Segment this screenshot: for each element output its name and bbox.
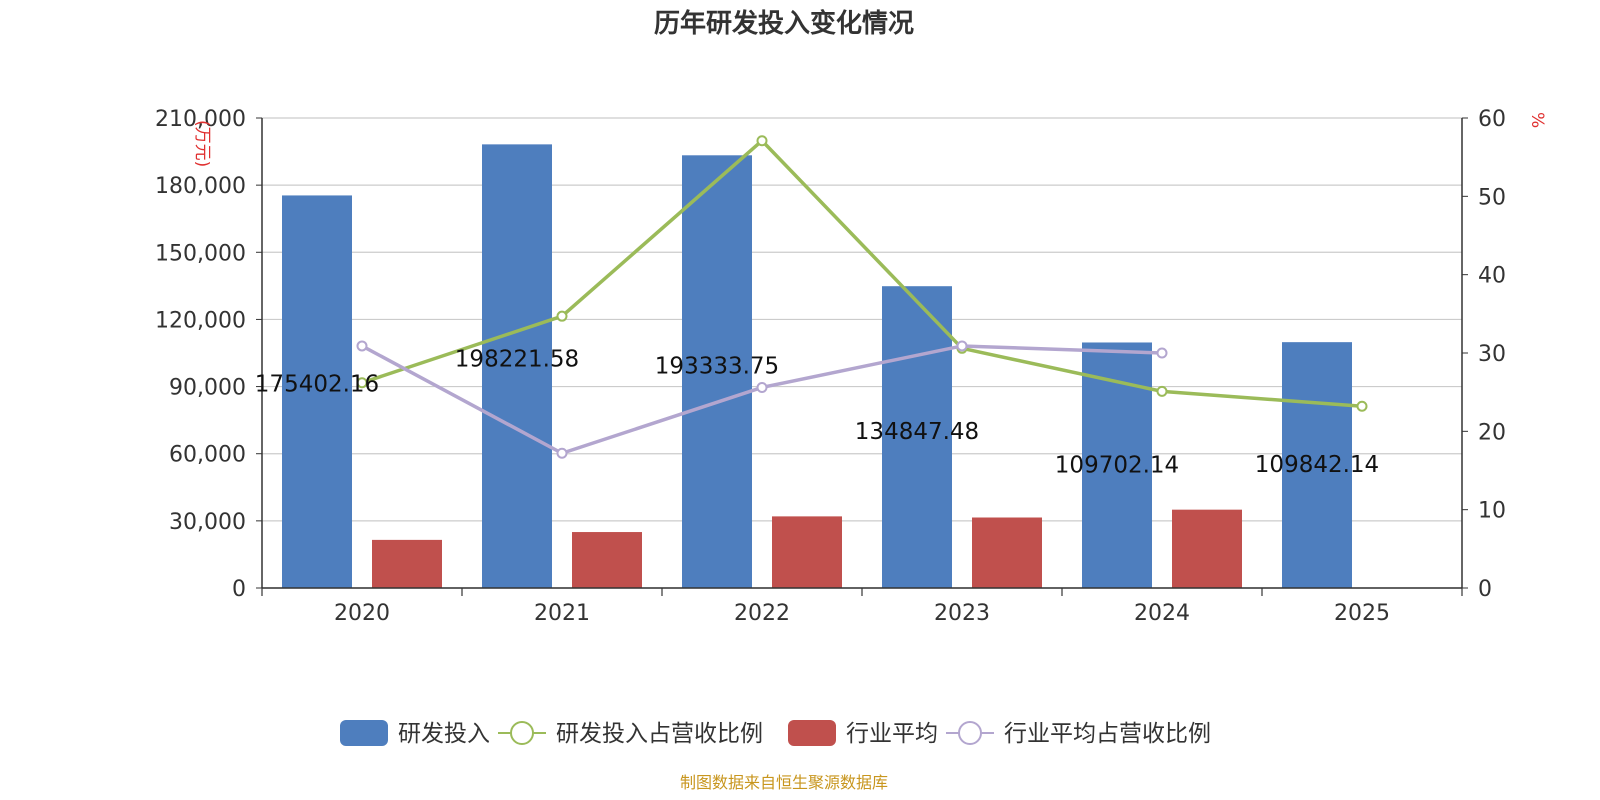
line-point bbox=[356, 340, 368, 352]
bar-rd-investment bbox=[882, 286, 952, 588]
right-tick-label: 10 bbox=[1478, 499, 1506, 524]
right-tick-label: 50 bbox=[1478, 185, 1506, 210]
legend-item[interactable]: 行业平均 bbox=[788, 720, 938, 747]
bar-industry-average bbox=[972, 517, 1042, 588]
right-tick-label: 60 bbox=[1478, 107, 1506, 132]
bar-industry-average bbox=[772, 516, 842, 588]
left-tick-label: 180,000 bbox=[155, 174, 246, 199]
legend[interactable]: 研发投入 研发投入占营收比例 行业平均 行业平均占营收比例 bbox=[340, 720, 1211, 747]
data-labels: 175402.16 198221.58 193333.75 134847.48 1097… bbox=[255, 346, 1379, 478]
left-tick-label: 210,000 bbox=[155, 107, 246, 132]
legend-label: 研发投入占营收比例 bbox=[556, 721, 763, 747]
legend-item[interactable]: 研发投入占营收比例 bbox=[498, 721, 763, 747]
right-tick-label: 30 bbox=[1478, 342, 1506, 367]
left-tick-label: 120,000 bbox=[155, 308, 246, 333]
bar-rd-investment bbox=[682, 155, 752, 588]
series-line bbox=[361, 138, 1363, 409]
bar-data-label: 193333.75 bbox=[655, 353, 779, 379]
line-point bbox=[756, 381, 768, 393]
bar-industry-average bbox=[372, 539, 442, 588]
legend-swatch bbox=[788, 720, 836, 746]
bar-industry-average bbox=[572, 532, 642, 588]
legend-swatch bbox=[340, 720, 388, 746]
x-tick-label: 2024 bbox=[1134, 601, 1190, 626]
axes: 0 30,000 60,000 90,000 120,000 150,000 180,000… bbox=[155, 107, 1547, 626]
bar-data-label: 134847.48 bbox=[855, 419, 979, 445]
right-tick-label: 20 bbox=[1478, 420, 1506, 445]
bar-data-label: 198221.58 bbox=[455, 346, 579, 372]
left-tick-label: 0 bbox=[232, 577, 246, 602]
right-tick-label: 40 bbox=[1478, 264, 1506, 289]
x-tick-label: 2023 bbox=[934, 601, 990, 626]
bar-rd-investment bbox=[282, 195, 352, 588]
right-axis-unit: % bbox=[1527, 112, 1547, 128]
legend-marker bbox=[510, 721, 534, 745]
legend-label: 研发投入 bbox=[398, 721, 490, 747]
bar-rd-investment bbox=[1282, 342, 1352, 588]
bars bbox=[282, 144, 1352, 589]
legend-label: 行业平均占营收比例 bbox=[1004, 721, 1211, 747]
left-tick-label: 60,000 bbox=[169, 443, 246, 468]
line-point bbox=[756, 135, 768, 147]
x-tick-label: 2020 bbox=[334, 601, 390, 626]
lines bbox=[356, 135, 1368, 459]
right-tick-label: 0 bbox=[1478, 577, 1492, 602]
line-point bbox=[1156, 347, 1168, 359]
line-point bbox=[1356, 400, 1368, 412]
line-point bbox=[556, 447, 568, 459]
legend-marker bbox=[958, 721, 982, 745]
grid-lines bbox=[262, 117, 1462, 589]
bar-rd-investment bbox=[482, 144, 552, 589]
bar-data-label: 109702.14 bbox=[1055, 452, 1179, 478]
x-tick-label: 2025 bbox=[1334, 601, 1390, 626]
chart-title: 历年研发投入变化情况 bbox=[654, 8, 914, 39]
left-tick-label: 30,000 bbox=[169, 510, 246, 535]
line-point bbox=[1156, 385, 1168, 397]
line-point bbox=[356, 377, 368, 389]
bar-data-label: 175402.16 bbox=[255, 371, 379, 397]
bar-data-label: 109842.14 bbox=[1255, 452, 1379, 478]
line-point bbox=[956, 340, 968, 352]
source-note: 制图数据来自恒生聚源数据库 bbox=[680, 773, 888, 792]
legend-label: 行业平均 bbox=[846, 721, 938, 747]
left-tick-label: 90,000 bbox=[169, 376, 246, 401]
left-axis-unit: (万元) bbox=[192, 120, 212, 167]
x-tick-label: 2022 bbox=[734, 601, 790, 626]
bar-industry-average bbox=[1172, 509, 1242, 588]
line-point bbox=[556, 310, 568, 322]
x-tick-label: 2021 bbox=[534, 601, 590, 626]
legend-item[interactable]: 研发投入 bbox=[340, 720, 490, 747]
legend-item[interactable]: 行业平均占营收比例 bbox=[946, 721, 1211, 747]
left-tick-label: 150,000 bbox=[155, 241, 246, 266]
